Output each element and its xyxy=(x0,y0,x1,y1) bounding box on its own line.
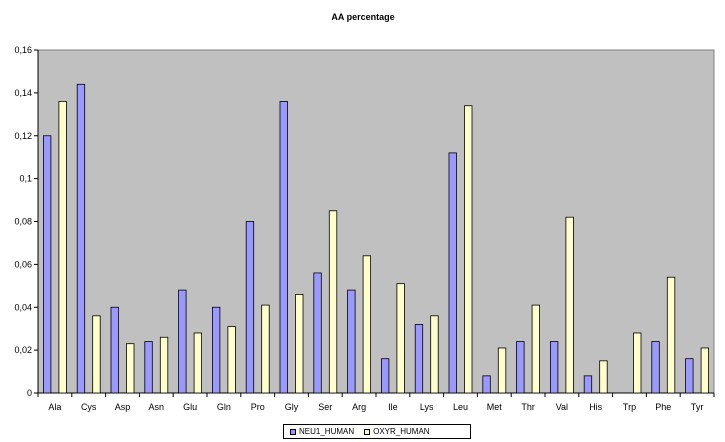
bar-1-gln xyxy=(211,306,221,394)
bar-2-tyr xyxy=(700,347,709,394)
bar-2-ile xyxy=(396,283,405,394)
chart-title: AA percentage xyxy=(331,12,394,22)
bar-1-asn xyxy=(144,341,153,394)
bar-2-lys xyxy=(430,315,439,394)
plot-area: 0 0,02 0,04 0,06 0,08 0,1 0,12 0,14 0,16 Ala Cys As… xyxy=(14,45,715,412)
bar-1-cys xyxy=(76,83,86,394)
bar-1-asp xyxy=(110,306,119,394)
bar-1-tyr xyxy=(685,358,694,394)
bar-1-lys xyxy=(414,323,424,394)
bar-2-gly xyxy=(295,293,304,394)
y-tick-label: 0,16 xyxy=(14,45,32,55)
x-tick-label: Gln xyxy=(217,402,231,412)
legend-label-series-1: NEU1_HUMAN xyxy=(299,427,355,436)
legend: NEU1_HUMAN OXYR_HUMAN xyxy=(283,424,471,439)
bar-2-trp xyxy=(633,332,642,394)
bar-1-pro xyxy=(245,221,255,394)
bar-2-val xyxy=(565,216,574,394)
x-tick-label: Gly xyxy=(285,402,299,412)
y-tick-label: 0,12 xyxy=(14,131,32,141)
legend-item-series-1: NEU1_HUMAN xyxy=(290,427,354,436)
legend-label-series-2: OXYR_HUMAN xyxy=(373,427,430,436)
bar-1-ala xyxy=(43,135,52,394)
x-tick-label: Leu xyxy=(453,402,468,412)
bar-2-asp xyxy=(126,343,135,394)
bar-2-met xyxy=(497,347,507,394)
x-tick-label: His xyxy=(589,402,602,412)
y-tick-label: 0,1 xyxy=(19,174,32,184)
x-tick-label: Ala xyxy=(48,402,61,412)
y-tick-label: 0,02 xyxy=(14,345,32,355)
bar-2-ala xyxy=(58,101,67,394)
bar-1-met xyxy=(482,375,491,394)
y-tick-label: 0,06 xyxy=(14,259,32,269)
y-tick-label: 0,08 xyxy=(14,217,32,227)
plot-background xyxy=(37,49,715,394)
bar-1-gly xyxy=(279,101,288,394)
bar-2-glu xyxy=(193,332,203,394)
x-tick-label: Tyr xyxy=(691,402,704,412)
x-tick-label: Val xyxy=(556,402,568,412)
x-tick-label: Ser xyxy=(318,402,332,412)
y-tick-label: 0,14 xyxy=(14,88,32,98)
legend-item-series-2: OXYR_HUMAN xyxy=(364,427,430,436)
bar-1-leu xyxy=(448,152,457,394)
y-tick-label: 0,04 xyxy=(14,302,32,312)
bar-2-his xyxy=(599,360,608,394)
y-tick-label: 0 xyxy=(27,388,32,398)
x-tick-label: Ile xyxy=(388,402,398,412)
bar-1-val xyxy=(550,341,559,394)
bar-2-leu xyxy=(464,105,473,394)
bar-2-ser xyxy=(328,210,338,394)
x-tick-label: Glu xyxy=(183,402,197,412)
bar-1-arg xyxy=(347,289,356,394)
x-tick-label: Asp xyxy=(115,402,131,412)
bar-2-cys xyxy=(92,315,101,394)
x-tick-label: Lys xyxy=(420,402,434,412)
bar-1-his xyxy=(583,375,593,394)
x-tick-label: Pro xyxy=(251,402,265,412)
bar-2-asn xyxy=(159,336,169,394)
bar-2-pro xyxy=(261,304,270,394)
x-tick-label: Thr xyxy=(521,402,535,412)
bar-1-ile xyxy=(380,358,390,394)
bar-2-phe xyxy=(666,276,676,394)
legend-swatch-series-1 xyxy=(290,428,296,435)
bar-2-thr xyxy=(531,304,540,394)
x-tick-label: Cys xyxy=(81,402,97,412)
x-tick-label: Asn xyxy=(149,402,165,412)
x-tick-label: Met xyxy=(487,402,503,412)
legend-swatch-series-2 xyxy=(364,428,371,435)
bar-1-thr xyxy=(516,341,525,394)
bar-1-ser xyxy=(313,272,322,394)
bar-2-gln xyxy=(227,326,236,394)
x-tick-label: Arg xyxy=(352,402,366,412)
bar-2-arg xyxy=(362,255,372,394)
x-tick-label: Phe xyxy=(655,402,671,412)
bar-1-phe xyxy=(651,341,660,394)
x-tick-label: Trp xyxy=(623,402,636,412)
bar-1-glu xyxy=(178,289,187,394)
